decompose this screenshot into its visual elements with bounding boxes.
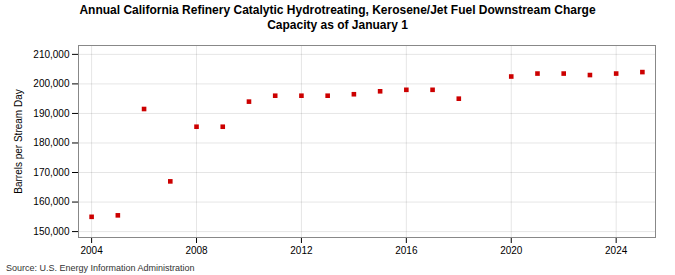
svg-text:170,000: 170,000 xyxy=(33,167,70,178)
svg-text:160,000: 160,000 xyxy=(33,196,70,207)
svg-text:200,000: 200,000 xyxy=(33,78,70,89)
svg-text:180,000: 180,000 xyxy=(33,137,70,148)
svg-text:2020: 2020 xyxy=(500,245,523,256)
html-text:Annual California Refinery Cat: Annual California Refinery Catalytic Hyd… xyxy=(79,3,596,32)
svg-text:2008: 2008 xyxy=(185,245,208,256)
svg-text:Barrels per Stream Day: Barrels per Stream Day xyxy=(13,89,24,193)
html-text:Source: U.S. Energy Informatio: Source: U.S. Energy Information Administ… xyxy=(6,263,195,273)
svg-text:2024: 2024 xyxy=(605,245,628,256)
svg-text:210,000: 210,000 xyxy=(33,49,70,60)
svg-text:2012: 2012 xyxy=(290,245,313,256)
svg-text:150,000: 150,000 xyxy=(33,226,70,237)
svg-text:2004: 2004 xyxy=(80,245,103,256)
svg-text:2016: 2016 xyxy=(395,245,418,256)
svg-text:190,000: 190,000 xyxy=(33,108,70,119)
